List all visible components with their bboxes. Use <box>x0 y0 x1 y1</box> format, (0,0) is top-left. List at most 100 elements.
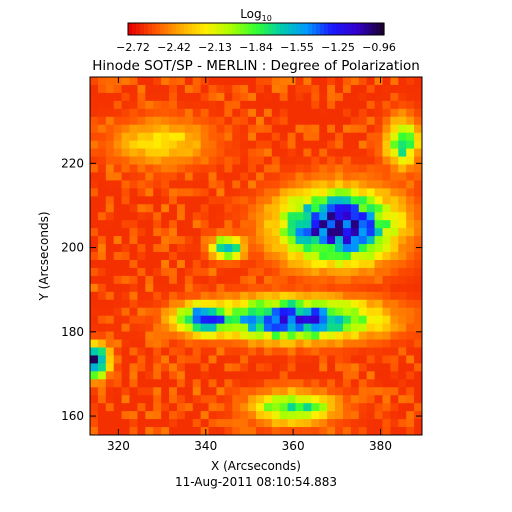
heatmap-cell <box>161 204 170 213</box>
x-tick-label: 340 <box>194 439 217 453</box>
heatmap-cell <box>208 259 217 269</box>
heatmap-cell <box>263 252 273 261</box>
heatmap-cell <box>145 299 154 309</box>
heatmap-cell <box>390 77 399 86</box>
heatmap-cell <box>208 331 217 341</box>
heatmap-cell <box>311 92 320 102</box>
heatmap-cell <box>263 244 273 253</box>
heatmap-cell <box>406 307 415 317</box>
heatmap-cell <box>161 196 170 205</box>
heatmap-cell <box>406 108 415 118</box>
heatmap-cell <box>145 291 154 301</box>
heatmap-cell <box>319 188 328 197</box>
heatmap-cell <box>216 100 225 110</box>
heatmap-cell <box>240 291 249 301</box>
heatmap-cell <box>327 323 336 333</box>
heatmap-cell <box>153 212 162 221</box>
heatmap-cell <box>192 411 202 420</box>
heatmap-cell <box>287 291 297 301</box>
heatmap-cell <box>145 228 154 237</box>
heatmap-cell <box>153 156 162 166</box>
heatmap-cell <box>366 283 376 293</box>
heatmap-cell <box>137 379 146 388</box>
heatmap-cell <box>176 267 186 277</box>
heatmap-cell <box>335 339 344 348</box>
heatmap-cell <box>129 164 138 173</box>
heatmap-cell <box>398 212 407 221</box>
heatmap-cell <box>414 403 423 412</box>
heatmap-cell <box>279 116 289 126</box>
heatmap-cell <box>303 315 312 325</box>
heatmap-cell <box>169 204 178 213</box>
heatmap-cell <box>200 283 210 293</box>
heatmap-cell <box>319 100 328 110</box>
heatmap-cell <box>390 267 399 277</box>
heatmap-cell <box>240 347 249 356</box>
heatmap-cell <box>200 403 210 412</box>
heatmap-cell <box>279 244 289 253</box>
heatmap-cell <box>295 77 304 86</box>
heatmap-cell <box>335 331 344 341</box>
heatmap-cell <box>192 275 202 285</box>
heatmap-cell <box>319 252 328 261</box>
heatmap-cell <box>97 156 107 166</box>
heatmap-cell <box>287 148 297 158</box>
heatmap-cell <box>153 220 162 229</box>
heatmap-cell <box>256 315 265 325</box>
heatmap-cell <box>287 228 297 237</box>
heatmap-cell <box>311 196 320 205</box>
heatmap-cell <box>279 156 289 166</box>
heatmap-cell <box>256 347 265 356</box>
heatmap-cell <box>184 236 194 245</box>
heatmap-cell <box>414 419 423 428</box>
heatmap-cell <box>208 427 217 436</box>
heatmap-cell <box>311 148 320 158</box>
heatmap-cell <box>366 371 376 380</box>
heatmap-cell <box>200 196 210 205</box>
colorbar-segment <box>316 23 321 35</box>
heatmap-cell <box>358 339 368 348</box>
heatmap-cell <box>113 204 123 213</box>
heatmap-cell <box>374 275 383 285</box>
heatmap-cell <box>232 108 241 118</box>
heatmap-cell <box>200 339 210 348</box>
heatmap-cell <box>366 315 376 325</box>
heatmap-cell <box>153 132 162 142</box>
heatmap-cell <box>374 156 383 166</box>
heatmap-cell <box>192 156 202 166</box>
heatmap-cell <box>287 124 297 134</box>
heatmap-cell <box>161 156 170 166</box>
heatmap-cell <box>271 140 281 150</box>
heatmap-cell <box>366 339 376 348</box>
heatmap-cell <box>176 92 186 102</box>
heatmap-cell <box>192 204 202 213</box>
heatmap-cell <box>398 236 407 245</box>
heatmap-cell <box>137 283 146 293</box>
heatmap-cell <box>216 92 225 102</box>
heatmap-cell <box>184 347 194 356</box>
heatmap-cell <box>200 387 210 396</box>
heatmap-cell <box>153 84 162 94</box>
heatmap-cell <box>113 172 123 181</box>
heatmap-cell <box>366 427 376 436</box>
heatmap-cell <box>390 379 399 388</box>
heatmap-cell <box>248 323 257 333</box>
heatmap-cell <box>97 267 107 277</box>
heatmap-cell <box>382 77 391 86</box>
heatmap-cell <box>366 140 376 150</box>
heatmap-cell <box>414 180 423 189</box>
heatmap-cell <box>287 140 297 150</box>
heatmap-cell <box>382 259 391 269</box>
heatmap-cell <box>97 411 107 420</box>
heatmap-cell <box>105 259 115 269</box>
heatmap-cell <box>161 228 170 237</box>
heatmap-cell <box>97 379 107 388</box>
heatmap-cell <box>176 124 186 134</box>
heatmap-cell <box>192 387 202 396</box>
heatmap-cell <box>97 427 107 436</box>
colorbar-segment <box>152 23 157 35</box>
heatmap-cell <box>200 371 210 380</box>
heatmap-cell <box>327 92 336 102</box>
heatmap-cell <box>350 164 360 173</box>
colorbar-segment <box>252 23 257 35</box>
